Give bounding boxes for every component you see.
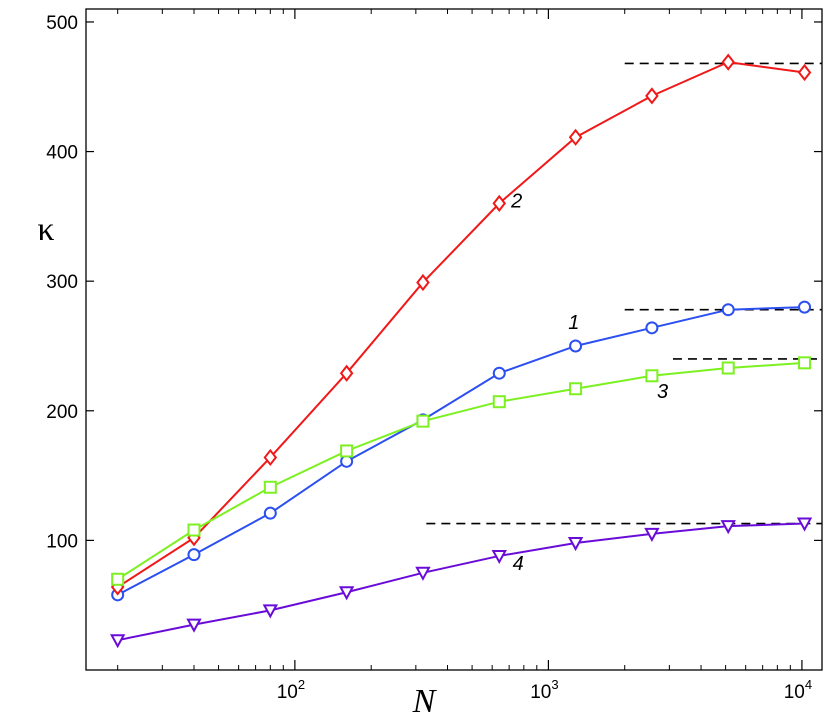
data-point [415,566,431,581]
data-point [340,444,354,458]
data-point [340,454,354,468]
data-point [567,536,584,552]
series-line [117,522,805,642]
data-point [416,273,430,292]
y-axis-label: κ [37,211,54,248]
data-point [721,53,735,71]
data-point [187,523,201,537]
data-point [338,586,355,601]
data-point [492,194,507,213]
data-point [263,506,277,520]
data-point [492,366,506,380]
data-point [339,364,354,382]
series-2: 2 [110,53,812,596]
asymptote-lines [426,62,822,525]
series-label: 3 [657,381,668,403]
series-label: 2 [510,190,522,212]
data-point [798,300,812,314]
data-point [263,448,278,467]
plot-border [85,8,823,671]
series-line [117,361,805,581]
series-line [117,306,805,596]
series-label: 4 [513,553,524,575]
data-point [796,517,813,532]
series-3: 3 [111,356,812,586]
x-tick-label: 104 [784,677,812,703]
data-point [798,356,812,370]
data-point [721,361,735,375]
y-tick-label: 500 [46,13,78,34]
data-point [262,604,278,619]
data-point [720,520,736,535]
data-point [416,414,430,428]
series-layer: 1 2 3 4 [109,53,813,649]
data-point [263,480,277,494]
data-point [569,382,583,396]
data-point [645,87,659,105]
data-point [797,63,812,82]
axes: 100 200 300 400 500 102 103 104 [46,9,822,703]
plot-frame [85,8,823,671]
x-tick-label: 103 [530,677,558,703]
y-tick-label: 300 [46,272,78,293]
series-line [117,61,805,588]
data-point [645,369,659,383]
data-point [111,572,125,586]
data-point [645,321,659,335]
data-point [492,395,506,409]
data-point [109,634,126,649]
y-tick-label: 400 [46,143,78,164]
series-1: 1 [111,300,812,602]
y-tick-label: 200 [46,402,78,423]
data-point [644,527,660,543]
data-point [568,128,583,146]
x-axis-label: N [412,683,438,720]
data-point [186,618,202,633]
series-label: 1 [568,312,579,334]
x-tick-label: 102 [277,677,305,703]
data-point [721,303,735,317]
y-tick-label: 100 [46,531,78,552]
data-point [187,548,201,562]
data-point [569,339,583,353]
series-4: 4 [109,517,813,649]
data-point [491,549,507,565]
